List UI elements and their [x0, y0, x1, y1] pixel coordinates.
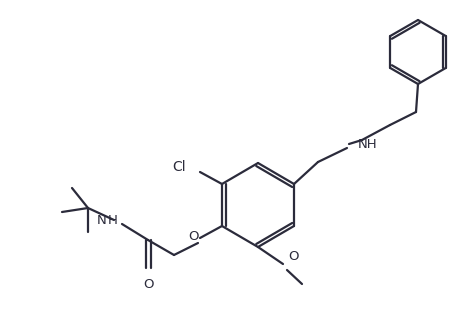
Text: O: O — [288, 250, 299, 263]
Text: N: N — [97, 213, 107, 226]
Text: Cl: Cl — [172, 160, 186, 174]
Text: O: O — [188, 230, 199, 243]
Text: H: H — [108, 213, 118, 226]
Text: O: O — [143, 278, 153, 291]
Text: NH: NH — [358, 138, 378, 151]
